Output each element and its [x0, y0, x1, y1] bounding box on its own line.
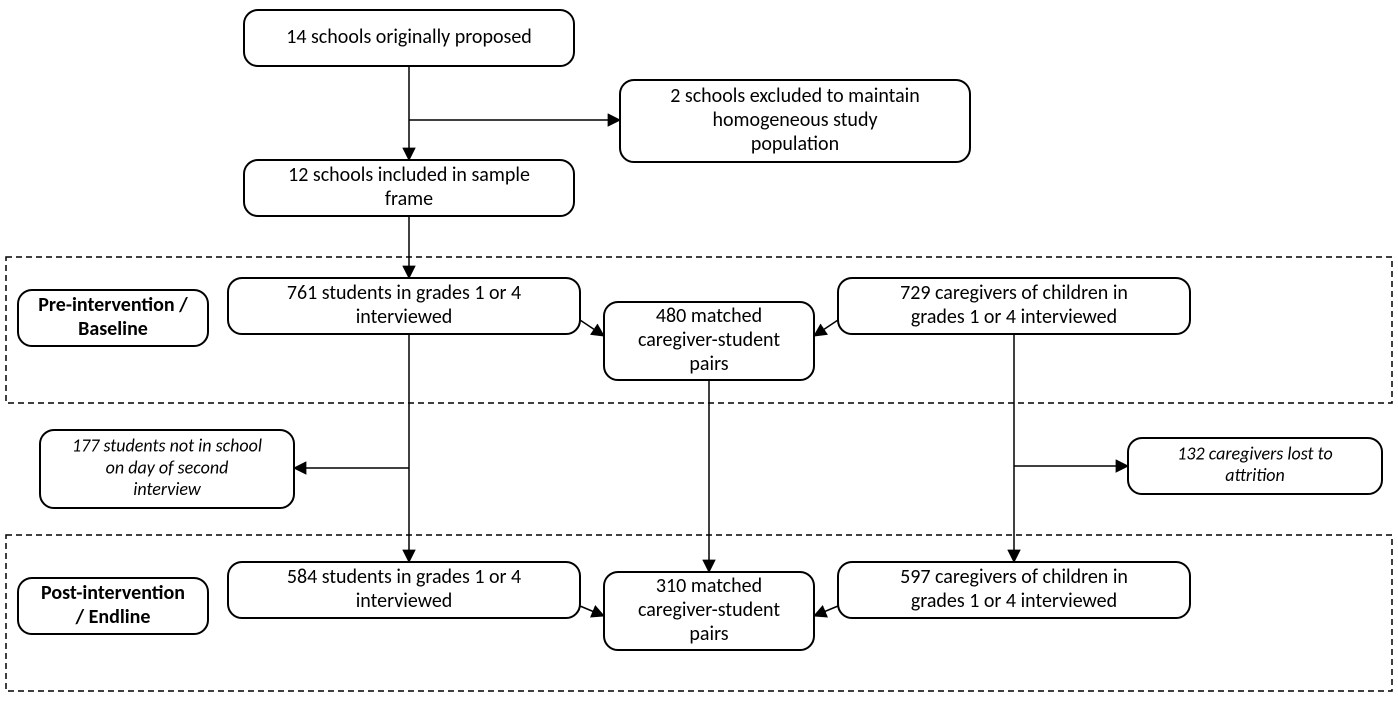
n_132lost-text-0: 132 caregivers lost to [1177, 443, 1332, 465]
n_597care: 597 caregivers of children ingrades 1 or… [838, 562, 1190, 618]
n_14schools: 14 schools originally proposed [244, 10, 574, 66]
n_597care-text-0: 597 caregivers of children in [900, 565, 1128, 589]
edge-n_584students-n_310pairs [580, 606, 604, 616]
lbl_baseline-text-0: Pre-intervention / [38, 293, 188, 317]
n_480pairs-text-2: pairs [689, 352, 728, 376]
n_597care-text-1: grades 1 or 4 interviewed [911, 589, 1117, 613]
n_2excluded-text-0: 2 schools excluded to maintain [670, 84, 920, 108]
lbl_baseline-text-1: Baseline [78, 317, 148, 341]
n_12schools-text-0: 12 schools included in sample [288, 163, 530, 187]
n_584students-text-0: 584 students in grades 1 or 4 [287, 565, 521, 589]
lbl_endline-text-0: Post-intervention [41, 581, 185, 605]
n_584students: 584 students in grades 1 or 4interviewed [228, 562, 580, 618]
n_584students-text-1: interviewed [356, 589, 453, 613]
n_761students-text-0: 761 students in grades 1 or 4 [287, 281, 521, 305]
n_2excluded: 2 schools excluded to maintainhomogeneou… [620, 80, 970, 162]
n_2excluded-text-1: homogeneous study [713, 108, 878, 132]
n_177lost-text-2: interview [133, 478, 202, 500]
n_14schools-text-0: 14 schools originally proposed [286, 25, 532, 49]
lbl_endline: Post-intervention/ Endline [18, 578, 208, 634]
n_480pairs-text-0: 480 matched [656, 304, 762, 328]
lbl_baseline: Pre-intervention /Baseline [18, 290, 208, 346]
n_12schools: 12 schools included in sampleframe [244, 160, 574, 216]
edge-n_597care-n_310pairs [814, 606, 838, 616]
n_761students-text-1: interviewed [356, 305, 453, 329]
n_2excluded-text-2: population [751, 132, 839, 156]
lbl_endline-text-1: / Endline [75, 605, 151, 629]
edge-n_729care-n_480pairs [814, 320, 838, 336]
n_132lost: 132 caregivers lost toattrition [1128, 438, 1382, 494]
n_729care-text-1: grades 1 or 4 interviewed [911, 305, 1117, 329]
n_177lost-text-0: 177 students not in school [72, 435, 262, 457]
n_729care-text-0: 729 caregivers of children in [900, 281, 1128, 305]
n_310pairs-text-0: 310 matched [656, 574, 762, 598]
n_177lost: 177 students not in schoolon day of seco… [40, 430, 294, 508]
n_310pairs-text-1: caregiver-student [638, 598, 780, 622]
n_761students: 761 students in grades 1 or 4interviewed [228, 278, 580, 334]
edge-n_761students-n_480pairs [580, 320, 604, 336]
n_480pairs-text-1: caregiver-student [638, 328, 780, 352]
n_132lost-text-1: attrition [1225, 464, 1285, 486]
n_12schools-text-1: frame [385, 187, 433, 211]
n_480pairs: 480 matchedcaregiver-studentpairs [604, 302, 814, 380]
n_310pairs: 310 matchedcaregiver-studentpairs [604, 572, 814, 650]
n_177lost-text-1: on day of second [106, 456, 229, 478]
n_310pairs-text-2: pairs [689, 622, 728, 646]
n_729care: 729 caregivers of children ingrades 1 or… [838, 278, 1190, 334]
